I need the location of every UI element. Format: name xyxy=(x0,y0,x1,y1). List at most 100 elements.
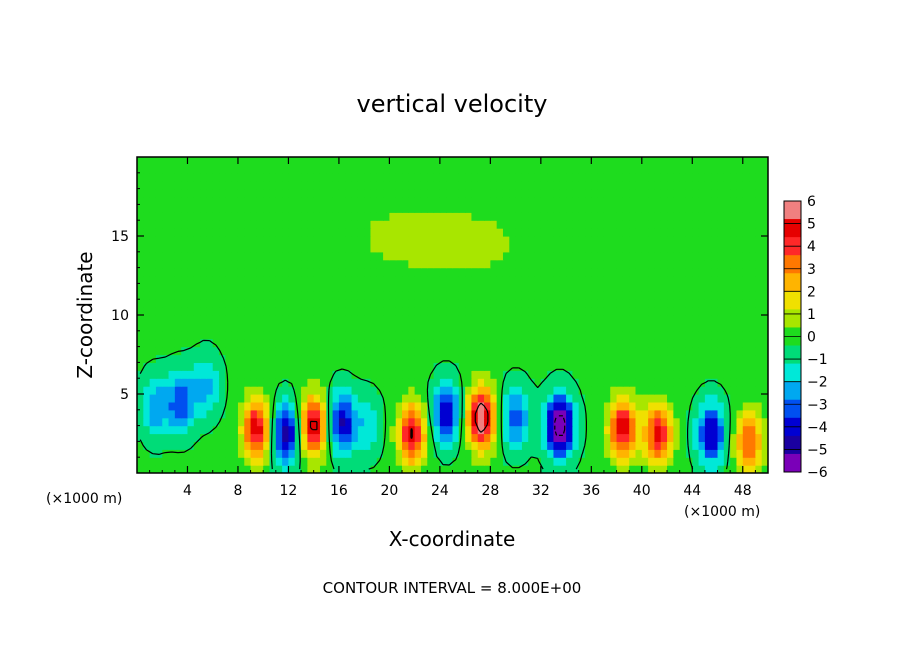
heatmap-cell xyxy=(717,291,725,300)
heatmap-cell xyxy=(648,180,656,190)
heatmap-cell xyxy=(572,204,580,213)
heatmap-cell xyxy=(244,259,252,269)
heatmap-cell xyxy=(269,228,277,237)
heatmap-cell xyxy=(155,212,163,221)
heatmap-cell xyxy=(509,394,517,403)
heatmap-cell xyxy=(717,362,725,371)
heatmap-cell xyxy=(717,220,725,229)
heatmap-cell xyxy=(137,417,144,427)
heatmap-cell xyxy=(376,220,384,229)
heatmap-cell xyxy=(723,180,731,190)
heatmap-cell xyxy=(458,425,466,435)
heatmap-cell xyxy=(212,315,220,324)
heatmap-cell xyxy=(521,322,529,332)
heatmap-cell xyxy=(395,338,403,348)
heatmap-cell xyxy=(168,283,176,292)
heatmap-cell xyxy=(692,433,700,442)
heatmap-cell xyxy=(585,449,592,458)
heatmap-cell xyxy=(679,401,687,411)
heatmap-cell xyxy=(685,228,693,237)
heatmap-cell xyxy=(648,441,656,450)
heatmap-cell xyxy=(408,338,416,348)
heatmap-cell xyxy=(736,196,744,205)
heatmap-cell xyxy=(370,362,378,371)
heatmap-cell xyxy=(174,204,182,213)
heatmap-cell xyxy=(685,307,693,316)
heatmap-cell xyxy=(389,259,397,269)
heatmap-cell xyxy=(679,386,687,395)
heatmap-cell xyxy=(509,362,517,371)
heatmap-cell xyxy=(654,465,662,473)
heatmap-cell xyxy=(509,409,517,419)
heatmap-cell xyxy=(364,212,372,221)
heatmap-cell xyxy=(408,157,416,166)
heatmap-cell xyxy=(288,196,296,205)
heatmap-cell xyxy=(181,236,189,245)
heatmap-cell xyxy=(200,409,208,419)
heatmap-cell xyxy=(667,180,674,190)
heatmap-cell xyxy=(673,449,681,458)
heatmap-cell xyxy=(616,243,624,253)
heatmap-cell xyxy=(717,259,725,269)
heatmap-cell xyxy=(275,236,283,245)
heatmap-cell xyxy=(534,283,542,292)
heatmap-cell xyxy=(351,457,359,466)
heatmap-cell xyxy=(540,259,548,269)
heatmap-cell xyxy=(534,401,542,411)
heatmap-cell xyxy=(294,236,302,245)
heatmap-cell xyxy=(338,386,346,395)
heatmap-cell xyxy=(155,243,163,253)
heatmap-cell xyxy=(187,307,195,316)
heatmap-cell xyxy=(585,267,592,277)
heatmap-cell xyxy=(433,291,441,300)
heatmap-cell xyxy=(225,457,233,466)
heatmap-cell xyxy=(711,275,719,284)
heatmap-cell xyxy=(490,212,498,221)
heatmap-cell xyxy=(200,236,208,245)
heatmap-cell xyxy=(256,378,264,387)
heatmap-cell xyxy=(704,220,712,229)
heatmap-cell xyxy=(490,370,498,379)
heatmap-cell xyxy=(439,322,447,332)
heatmap-cell xyxy=(301,283,308,292)
x-tick-label: 16 xyxy=(330,483,348,499)
heatmap-cell xyxy=(641,425,649,435)
heatmap-cell xyxy=(143,370,151,379)
heatmap-cell xyxy=(364,370,372,379)
heatmap-cell xyxy=(679,307,687,316)
heatmap-cell xyxy=(502,228,510,237)
heatmap-cell xyxy=(477,196,485,205)
heatmap-cell xyxy=(610,370,618,379)
heatmap-cell xyxy=(635,299,643,308)
heatmap-cell xyxy=(155,275,163,284)
heatmap-cell xyxy=(610,322,618,332)
heatmap-cell xyxy=(704,157,712,166)
heatmap-cell xyxy=(212,267,220,277)
heatmap-cell xyxy=(446,362,454,371)
heatmap-cell xyxy=(168,267,176,277)
heatmap-cell xyxy=(307,299,315,308)
heatmap-cell xyxy=(326,236,334,245)
heatmap-cell xyxy=(433,212,441,221)
heatmap-cell xyxy=(420,299,428,308)
heatmap-cell xyxy=(282,212,290,221)
heatmap-cell xyxy=(263,346,271,356)
heatmap-cell xyxy=(225,164,233,174)
heatmap-cell xyxy=(591,362,599,371)
heatmap-cell xyxy=(673,433,681,442)
heatmap-cell xyxy=(736,425,744,435)
heatmap-cell xyxy=(357,196,365,205)
heatmap-cell xyxy=(742,338,750,348)
heatmap-cell xyxy=(761,204,768,213)
heatmap-cell xyxy=(282,401,290,411)
heatmap-cell xyxy=(427,188,435,198)
heatmap-cell xyxy=(155,196,163,205)
heatmap-cell xyxy=(225,409,233,419)
heatmap-cell xyxy=(704,386,712,395)
heatmap-cell xyxy=(402,267,409,277)
heatmap-cell xyxy=(477,228,485,237)
heatmap-cell xyxy=(420,307,428,316)
heatmap-cell xyxy=(219,457,226,466)
heatmap-cell xyxy=(578,228,586,237)
heatmap-cell xyxy=(496,409,504,419)
